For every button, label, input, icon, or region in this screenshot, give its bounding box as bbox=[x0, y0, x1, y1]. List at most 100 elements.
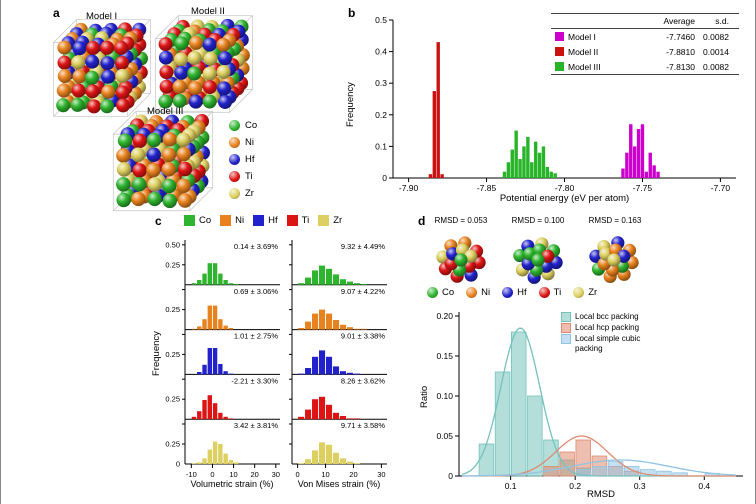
atom-sphere bbox=[132, 177, 147, 192]
strain-histogram-co-volumetric bbox=[191, 263, 239, 285]
histogram-bar bbox=[325, 268, 333, 285]
legend-label-co: Co bbox=[199, 215, 212, 226]
atom-sphere bbox=[114, 55, 129, 70]
atom-sphere bbox=[176, 178, 191, 194]
histogram-bar bbox=[325, 356, 333, 375]
histogram-bar bbox=[332, 320, 340, 330]
atom-sphere bbox=[513, 248, 527, 263]
legend-label-zr: Zr bbox=[588, 287, 598, 298]
tick-label: 20 bbox=[349, 470, 357, 479]
atom-sphere bbox=[72, 41, 87, 56]
legend-label-ti: Ti bbox=[301, 215, 310, 226]
strain-histogram-zr-volumetric bbox=[191, 441, 239, 464]
histogram-bar bbox=[559, 451, 575, 477]
panel-b-xlabel: Potential energy (eV per atom) bbox=[499, 193, 630, 204]
atom-sphere bbox=[57, 55, 72, 70]
histogram-bar bbox=[549, 171, 553, 178]
histogram-bar bbox=[632, 146, 637, 178]
tick-label: 0 bbox=[382, 173, 387, 183]
hcp-swatch bbox=[561, 323, 571, 333]
legend-item-sc: Local simple cubic packing bbox=[561, 334, 669, 354]
model-i-sd: 0.0082 bbox=[703, 31, 729, 42]
atom-sphere bbox=[177, 193, 193, 208]
atom-sphere bbox=[202, 37, 217, 52]
sc-swatch bbox=[561, 334, 571, 344]
histogram-bar bbox=[514, 130, 518, 178]
histogram-bar bbox=[545, 166, 550, 178]
histogram-bar bbox=[305, 277, 312, 285]
histogram-bar bbox=[305, 459, 312, 464]
atomic-model bbox=[53, 19, 151, 117]
atom-sphere bbox=[57, 40, 72, 55]
bcc-swatch bbox=[561, 312, 571, 322]
strain-histogram-ni-volumetric bbox=[191, 305, 234, 330]
co-sphere-icon bbox=[427, 287, 438, 298]
stats-table: Average s.d. Model I -7.7460 0.0082 Mode… bbox=[551, 13, 739, 75]
atom-sphere bbox=[177, 161, 193, 177]
strain-histogram-hf-vonmises bbox=[298, 350, 361, 375]
atom-sphere bbox=[147, 177, 162, 192]
atom-sphere bbox=[116, 98, 131, 113]
ti-swatch bbox=[286, 215, 298, 226]
rmsd-value-3: RMSD = 0.163 bbox=[588, 216, 642, 225]
ni-swatch bbox=[220, 215, 232, 226]
histogram-bar bbox=[353, 418, 361, 420]
panel-d-xlabel: RMSD bbox=[587, 489, 615, 500]
atom-sphere bbox=[202, 94, 217, 109]
atomic-cluster bbox=[589, 236, 639, 284]
model-i-name: Model I bbox=[568, 31, 596, 42]
atom-sphere bbox=[174, 36, 189, 51]
legend-item-ti: Ti bbox=[538, 287, 561, 298]
tick-label: 0.3 bbox=[634, 481, 646, 491]
legend-label-zr: Zr bbox=[333, 215, 343, 226]
histogram-bar bbox=[621, 168, 625, 178]
histogram-series-model-iii bbox=[502, 130, 557, 178]
histogram-bar bbox=[305, 321, 312, 330]
histogram-bar bbox=[325, 313, 333, 330]
legend-item-zr: Zr bbox=[229, 185, 257, 202]
legend-label-ni: Ni bbox=[245, 137, 254, 148]
atom-sphere bbox=[130, 147, 146, 162]
histogram-bar bbox=[353, 373, 361, 375]
atom-sphere bbox=[218, 94, 233, 109]
atom-sphere bbox=[176, 132, 191, 147]
atom-sphere bbox=[187, 50, 202, 65]
atom-sphere bbox=[454, 253, 468, 267]
legend-item-co: Co bbox=[427, 287, 454, 298]
model-i-swatch bbox=[555, 32, 564, 41]
model-i-label: Model I bbox=[86, 11, 118, 22]
tick-label: -7.90 bbox=[399, 183, 419, 193]
legend-item-bcc: Local bcc packing bbox=[561, 312, 669, 322]
histogram-bar bbox=[207, 348, 212, 375]
atom-sphere bbox=[173, 52, 188, 67]
model-i-average: -7.7460 bbox=[666, 31, 695, 42]
histogram-bar bbox=[533, 141, 538, 178]
histogram-bar bbox=[346, 418, 354, 420]
histogram-bar bbox=[332, 412, 340, 420]
histogram-bar bbox=[360, 284, 367, 285]
legend-item-ni: Ni bbox=[229, 134, 257, 151]
strain-histogram-ti-vonmises bbox=[298, 396, 361, 420]
atom-sphere bbox=[57, 69, 72, 84]
strain-annotation: -2.21 ± 3.30% bbox=[231, 376, 278, 385]
tick-label: 0.2 bbox=[569, 481, 581, 491]
tick-label: -7.85 bbox=[477, 183, 497, 193]
atom-sphere bbox=[72, 69, 87, 84]
histogram-bar bbox=[218, 319, 223, 330]
atom-sphere bbox=[115, 85, 130, 100]
histogram-bar bbox=[591, 465, 608, 477]
histogram-bar bbox=[312, 313, 319, 330]
atom-sphere bbox=[159, 65, 174, 80]
zr-sphere-icon bbox=[573, 287, 585, 298]
tick-label: 0 bbox=[210, 470, 214, 479]
histogram-bar bbox=[318, 350, 326, 375]
atom-sphere bbox=[147, 191, 162, 207]
histogram-bar bbox=[478, 443, 495, 477]
strain-annotation: 8.26 ± 3.62% bbox=[341, 376, 385, 385]
tick-label: 0 bbox=[448, 471, 453, 481]
histogram-bar bbox=[360, 328, 367, 330]
histogram-bar bbox=[223, 371, 228, 375]
atom-sphere bbox=[203, 51, 218, 66]
fit-curve-sc bbox=[462, 459, 736, 477]
strain-histogram-zr-vonmises bbox=[298, 442, 361, 464]
